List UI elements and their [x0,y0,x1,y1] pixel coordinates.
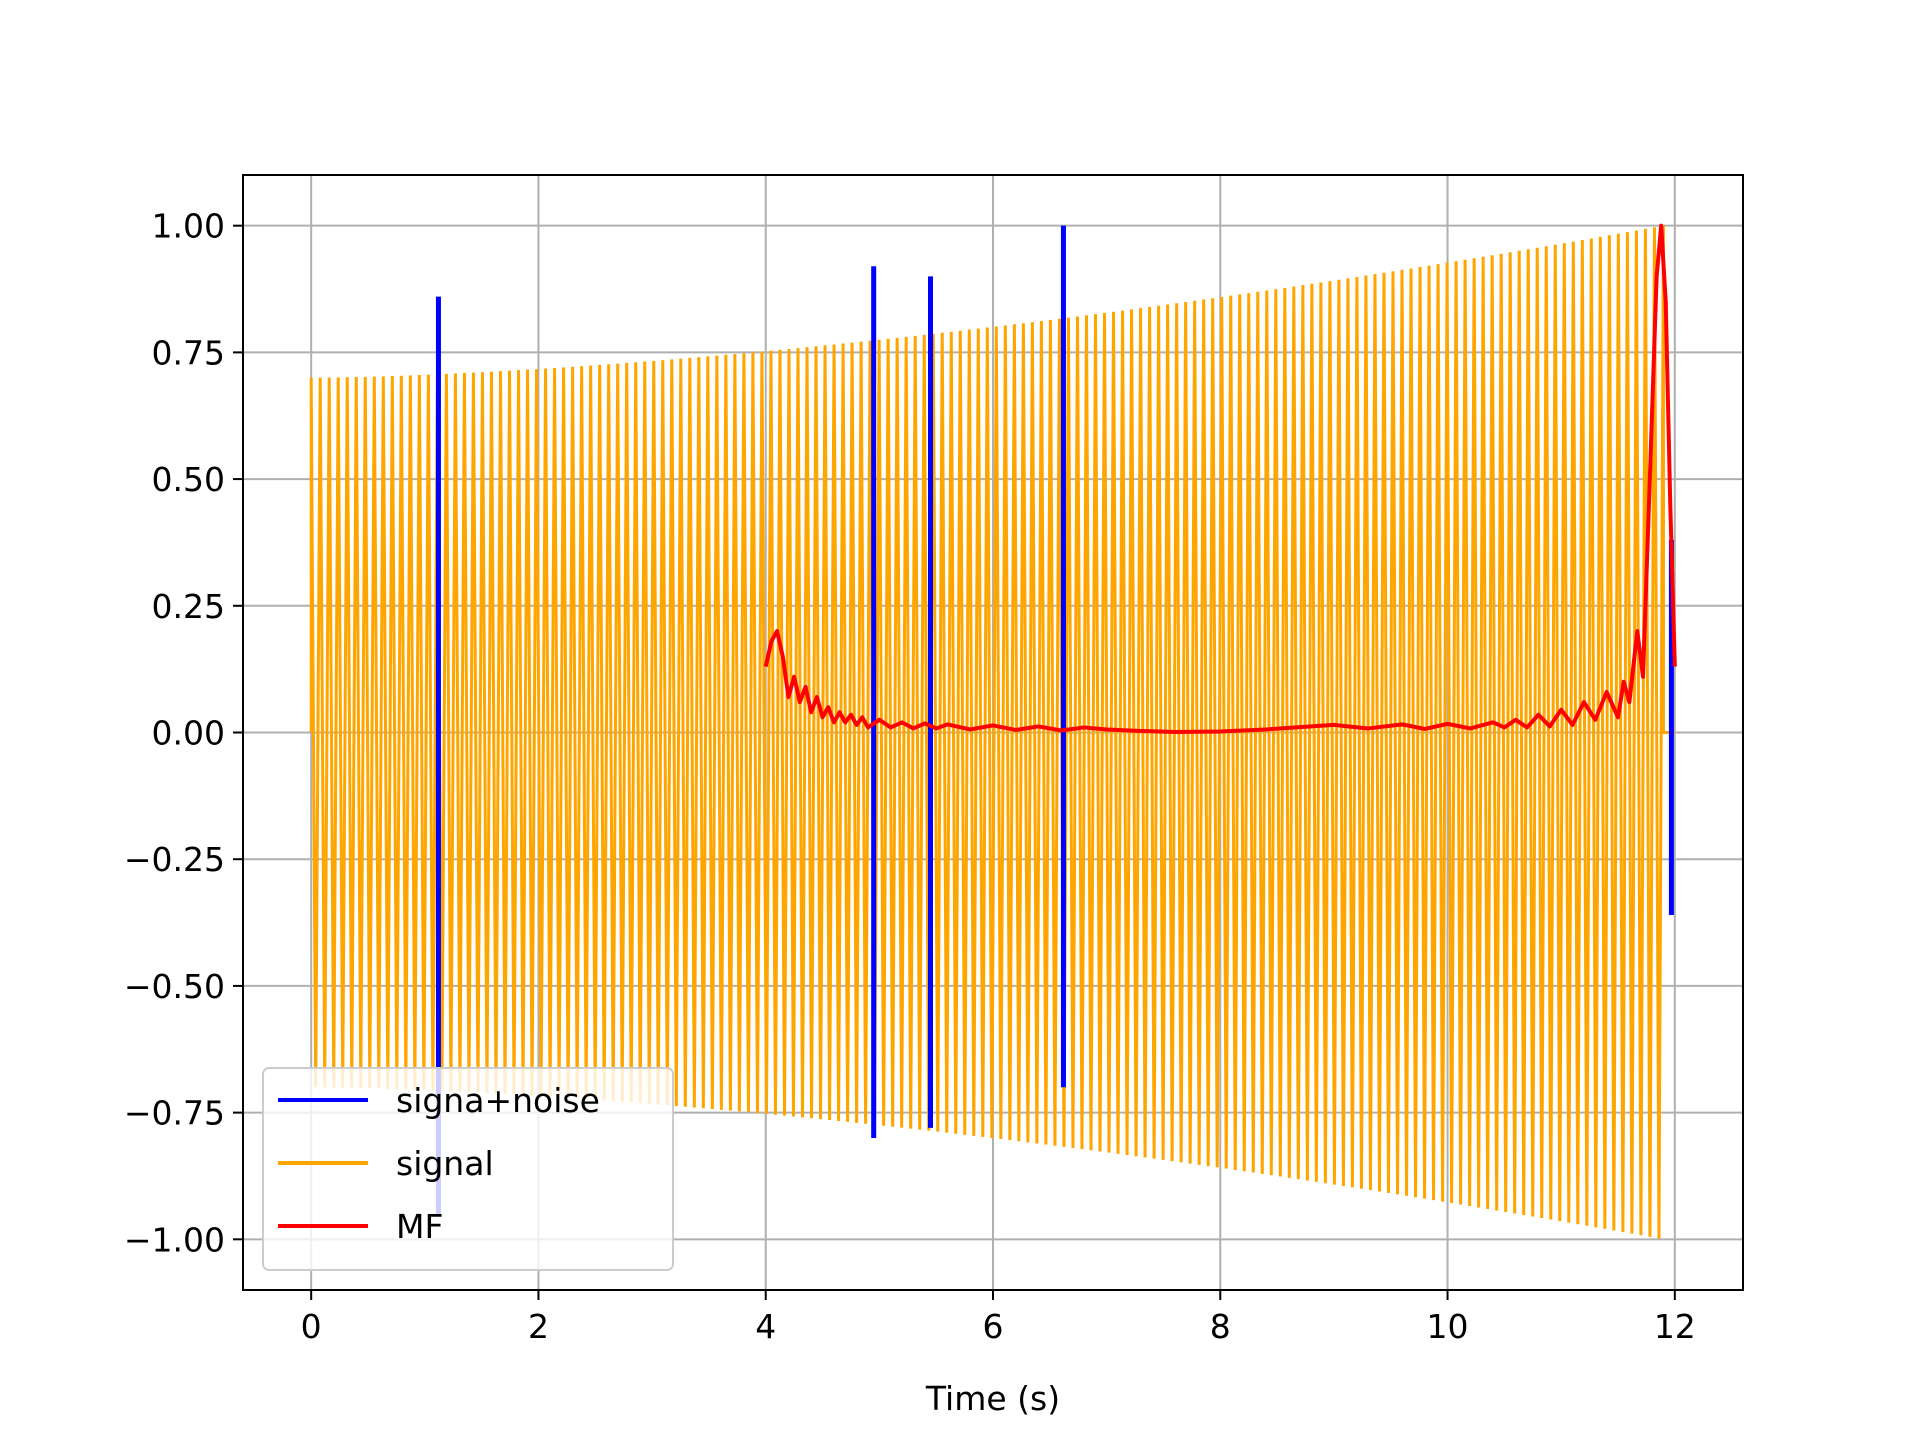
x-tick-label: 0 [301,1307,322,1346]
y-tick-label: 0.75 [152,333,225,372]
series-layer [309,223,1677,1239]
y-tick-label: −0.25 [124,840,225,879]
x-axis: 0 2 4 6 8 10 12 [301,1290,1696,1346]
signal-series [309,225,1675,1239]
legend: signa+noise signal MF [262,1067,674,1271]
y-tick-label: 1.00 [152,207,225,246]
x-tick-label: 10 [1427,1307,1469,1346]
y-tick-label: 0.00 [152,714,225,753]
y-tick-label: −0.75 [124,1094,225,1133]
y-tick-label: 0.25 [152,587,225,626]
x-tick-label: 6 [983,1307,1004,1346]
x-tick-label: 12 [1654,1307,1696,1346]
x-axis-title: Time (s) [925,1379,1060,1418]
mf-series [763,223,1677,734]
legend-label-signal: signal [396,1144,494,1183]
x-tick-label: 2 [528,1307,549,1346]
legend-label-mf: MF [396,1207,443,1246]
y-tick-label: 0.50 [152,460,225,499]
y-tick-label: −0.50 [124,967,225,1006]
y-tick-label: −1.00 [124,1220,225,1259]
legend-label-signal-noise: signa+noise [396,1081,600,1120]
x-tick-label: 8 [1210,1307,1231,1346]
y-axis: 1.00 0.75 0.50 0.25 0.00 −0.25 −0.50 −0.75 −1.00 [124,207,243,1259]
legend-box [262,1067,674,1271]
x-tick-label: 4 [755,1307,776,1346]
